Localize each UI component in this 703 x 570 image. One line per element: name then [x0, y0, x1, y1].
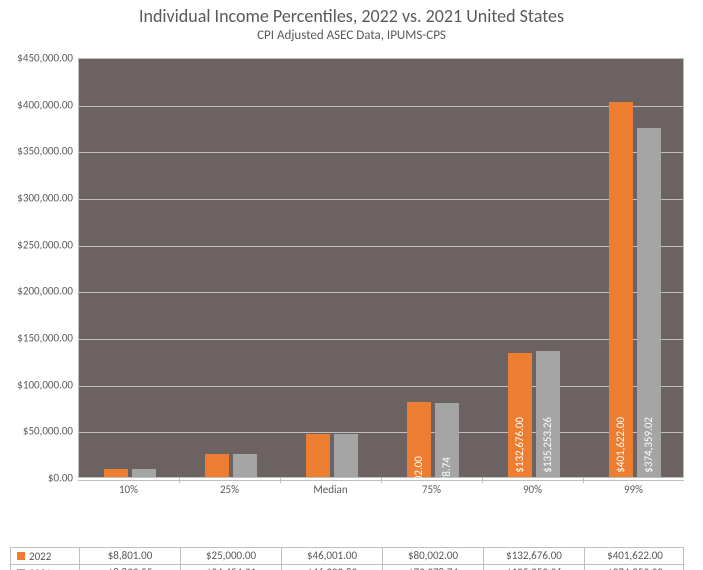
data-table-row-header-2021: 2021 [11, 565, 79, 570]
data-table-cell: $24,454.91 [180, 565, 281, 570]
y-tick-label: $50,000.00 [3, 425, 73, 438]
bar-2022-Median: $46,001.00 [306, 434, 330, 477]
gridline [79, 292, 683, 293]
data-table-cell: $135,253.26 [483, 565, 584, 570]
y-tick-label: $450,000.00 [3, 52, 73, 65]
gridline [79, 152, 683, 153]
x-category-label: 25% [179, 480, 280, 499]
data-table-cell: $79,378.74 [382, 565, 483, 570]
bar-2021-25%: $24,454.91 [233, 454, 257, 477]
gridline [79, 246, 683, 247]
plot-area: $8,801.00 $8,899.55 $25,000.00$24,454.91 $4… [78, 58, 684, 478]
bar-2022-90%: $132,676.00 [508, 353, 532, 477]
x-axis-categories: 10%25%Median75%90%99% [78, 480, 684, 498]
bar-label: $401,622.00 [614, 417, 627, 473]
series-name-2022: 2022 [29, 550, 51, 563]
data-table-cell: $8,899.55 [79, 565, 180, 570]
bar-2021-Median: $46,303.83 [334, 434, 358, 477]
bar-2021-10%: $8,899.55 [132, 469, 156, 477]
bar-2021-99%: $374,359.02 [637, 128, 661, 477]
data-table-cell: $80,002.00 [382, 548, 483, 564]
y-tick-label: $200,000.00 [3, 285, 73, 298]
x-category-label: 75% [381, 480, 482, 499]
data-table-cell: $46,001.00 [281, 548, 382, 564]
data-table-row-2021: 2021 $8,899.55$24,454.91$46,303.83$79,37… [10, 564, 684, 570]
data-table-cell: $401,622.00 [584, 548, 685, 564]
income-percentiles-chart: Individual Income Percentiles, 2022 vs. … [0, 0, 703, 570]
gridline [79, 339, 683, 340]
gridline [79, 432, 683, 433]
legend-swatch-2022 [17, 552, 25, 560]
y-tick-label: $150,000.00 [3, 332, 73, 345]
y-tick-label: $0.00 [3, 472, 73, 485]
bar-2021-75%: $79,378.74 [435, 403, 459, 477]
bar-2021-90%: $135,253.26 [536, 351, 560, 477]
bar-2022-10%: $8,801.00 [104, 469, 128, 477]
bar-label: $374,359.02 [642, 417, 655, 473]
data-table-cell: $46,303.83 [281, 565, 382, 570]
gridline [79, 106, 683, 107]
gridline [79, 386, 683, 387]
x-category-label: 90% [482, 480, 583, 499]
data-table-row-2022: 2022 $8,801.00$25,000.00$46,001.00$80,00… [10, 547, 684, 565]
y-tick-label: $350,000.00 [3, 145, 73, 158]
data-table-cell: $374,359.02 [584, 565, 685, 570]
bar-2022-25%: $25,000.00 [205, 454, 229, 477]
x-category-label: 10% [78, 480, 179, 499]
data-table-cell: $8,801.00 [79, 548, 180, 564]
y-tick-label: $250,000.00 [3, 238, 73, 251]
x-category-label: 99% [583, 480, 684, 499]
bar-label: $132,676.00 [513, 417, 526, 473]
data-table-cell: $25,000.00 [180, 548, 281, 564]
data-table-cell: $132,676.00 [483, 548, 584, 564]
y-tick-label: $300,000.00 [3, 192, 73, 205]
bar-label: $135,253.26 [541, 417, 554, 473]
y-tick-label: $100,000.00 [3, 378, 73, 391]
data-table-row-header-2022: 2022 [11, 548, 79, 564]
chart-title: Individual Income Percentiles, 2022 vs. … [0, 0, 703, 28]
x-category-label: Median [280, 480, 381, 499]
y-tick-label: $400,000.00 [3, 98, 73, 111]
chart-subtitle: CPI Adjusted ASEC Data, IPUMS-CPS [0, 28, 703, 44]
gridline [79, 199, 683, 200]
bar-2022-75%: $80,002.00 [407, 402, 431, 477]
bar-2022-99%: $401,622.00 [609, 102, 633, 477]
